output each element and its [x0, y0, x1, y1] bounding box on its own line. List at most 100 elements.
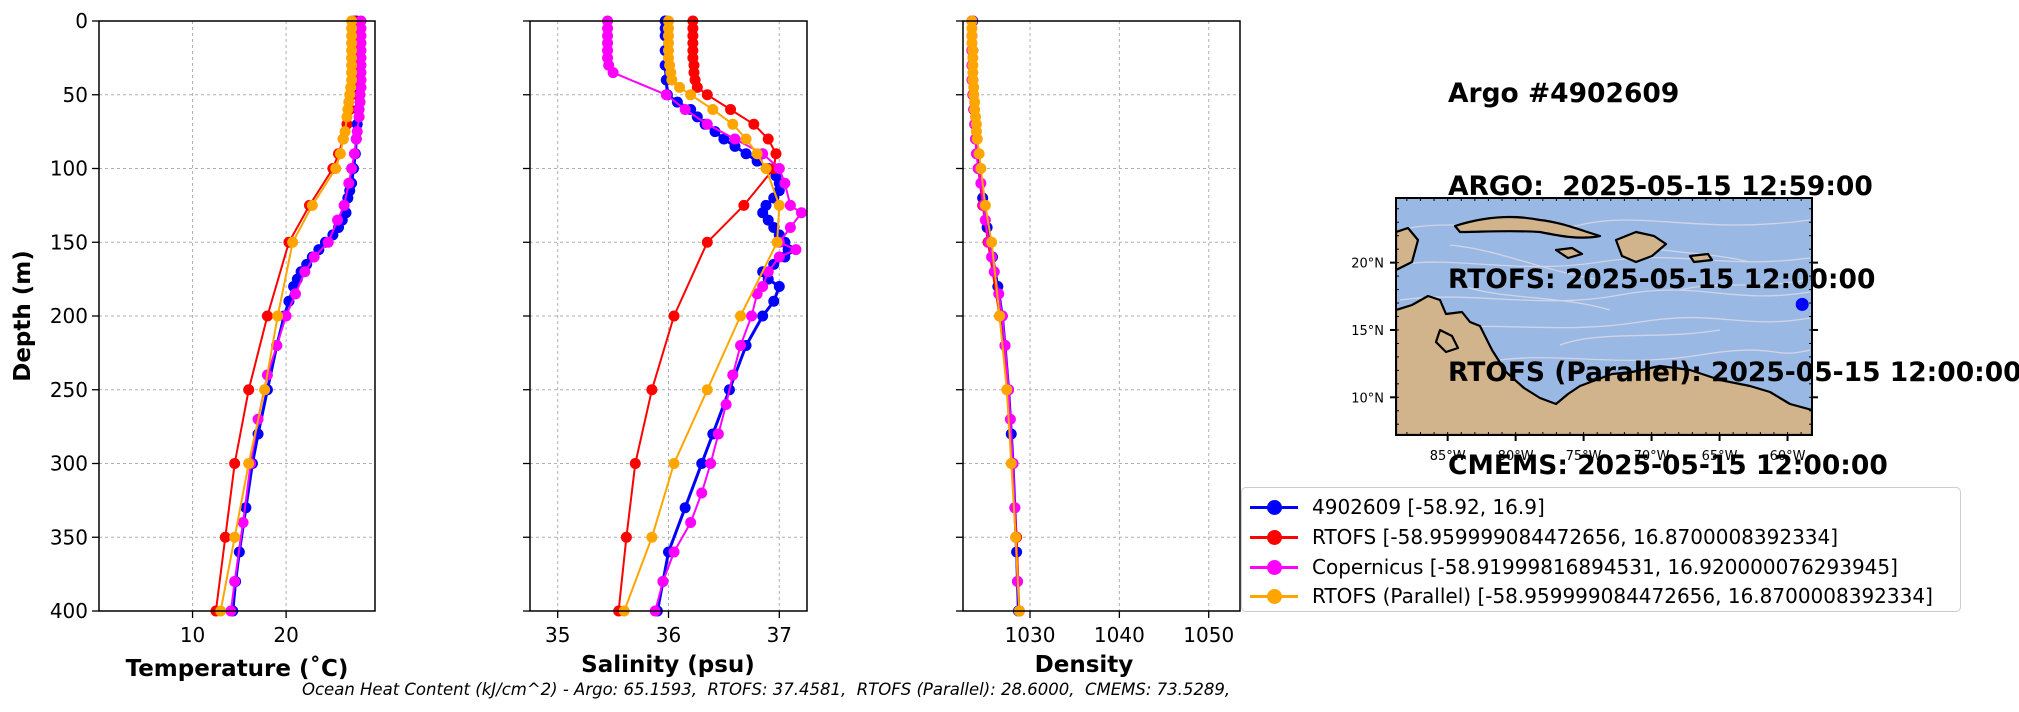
data-point [993, 288, 1005, 300]
data-point [322, 236, 334, 248]
y-tick-label: 50 [63, 83, 88, 107]
data-point [306, 199, 318, 211]
x-tick-label: 1040 [1094, 623, 1145, 647]
data-point [773, 199, 785, 211]
legend-swatch [1246, 522, 1302, 552]
data-point [994, 310, 1006, 322]
data-point [346, 163, 358, 174]
map-lat-label: 20°N [1351, 257, 1384, 272]
data-point [701, 384, 713, 396]
x-tick-label: 20 [273, 623, 298, 647]
data-point [720, 399, 732, 410]
density-panel: 1030 1040 1050 [956, 15, 1241, 647]
data-point [707, 104, 719, 115]
data-point [343, 177, 355, 189]
map-lon-label: 85°W [1430, 449, 1466, 464]
data-point [308, 251, 320, 263]
data-point [795, 207, 807, 219]
map-lat-label: 15°N [1351, 324, 1384, 339]
data-point [727, 369, 739, 381]
ocean-heat-content-text: Ocean Heat Content (kJ/cm^2) - Argo: 65.… [302, 680, 1231, 699]
data-point [718, 133, 730, 145]
data-point [784, 222, 796, 233]
data-point [272, 310, 284, 322]
data-point [701, 89, 713, 101]
title-line: ARGO: 2025-05-15 12:59:00 [1448, 171, 1873, 202]
data-point [353, 111, 365, 123]
data-point [751, 148, 763, 160]
legend-item-argo: 4902609 [-58.92, 16.9] [1246, 492, 1545, 522]
map-lat-label: 10°N [1351, 391, 1384, 406]
series-parallel [215, 15, 358, 617]
data-point [762, 133, 774, 145]
density-axis-label: Density [1035, 652, 1134, 678]
data-point [229, 531, 241, 543]
data-point [337, 133, 349, 145]
map-axis-ticks: 85°W 80°W 75°W 70°W 65°W 60°W 20°N 15°N 10°N [1351, 198, 1818, 464]
data-point [746, 310, 758, 322]
data-point [979, 199, 991, 211]
data-point [790, 244, 802, 256]
data-point [986, 251, 998, 263]
data-point [330, 163, 342, 174]
map-lon-label: 60°W [1770, 449, 1806, 464]
data-point [729, 133, 741, 145]
series-copernicus [225, 15, 367, 617]
data-point [237, 517, 249, 528]
data-point [773, 163, 785, 174]
data-point [660, 89, 672, 101]
data-point [738, 199, 750, 211]
data-point [696, 487, 708, 499]
data-point [696, 458, 708, 469]
y-tick-label: 250 [50, 378, 88, 402]
map-lon-label: 80°W [1498, 449, 1534, 464]
series-copernicus [602, 15, 807, 617]
map-lon-label: 75°W [1566, 449, 1602, 464]
legend-swatch [1246, 552, 1302, 582]
legend-item-rtofs-parallel: RTOFS (Parallel) [-58.959999084472656, 1… [1246, 581, 1933, 611]
data-point [668, 546, 680, 558]
title-line: CMEMS: 2025-05-15 12:00:00 [1448, 450, 1888, 481]
title-line: RTOFS (Parallel): 2025-05-15 12:00:00 [1448, 357, 2019, 388]
data-point [259, 384, 271, 396]
x-tick-label: 1030 [1005, 623, 1056, 647]
map-lon-label: 70°W [1634, 449, 1670, 464]
y-tick-label: 0 [75, 9, 88, 33]
data-point [773, 251, 785, 263]
title-line: RTOFS: 2025-05-15 12:00:00 [1448, 264, 1876, 295]
data-point [332, 214, 344, 226]
data-point [629, 458, 641, 469]
x-tick-label: 37 [767, 623, 792, 647]
series-parallel [966, 15, 1025, 617]
data-point [668, 310, 680, 322]
data-point [770, 148, 782, 160]
map-land [1396, 216, 1812, 435]
legend: 4902609 [-58.92, 16.9] RTOFS [-58.959999… [1241, 487, 1961, 612]
y-tick-label: 100 [50, 157, 88, 181]
map-lon-label: 65°W [1702, 449, 1738, 464]
float-position-marker [1795, 297, 1809, 311]
data-point [271, 340, 283, 351]
legend-label: 4902609 [-58.92, 16.9] [1312, 495, 1545, 519]
data-point [243, 458, 255, 469]
data-point [261, 310, 273, 322]
y-tick-label: 150 [50, 230, 88, 254]
data-point [674, 81, 686, 93]
x-tick-label: 36 [656, 623, 681, 647]
location-map: 85°W 80°W 75°W 70°W 65°W 60°W 20°N 15°N 10°N [1351, 197, 1818, 464]
legend-item-rtofs: RTOFS [-58.959999084472656, 16.870000839… [1246, 522, 1838, 552]
y-tick-label: 300 [50, 452, 88, 476]
data-point [341, 111, 353, 123]
data-point [668, 458, 680, 469]
x-tick-label: 10 [180, 623, 205, 647]
series-argo [227, 15, 364, 617]
data-point [779, 177, 791, 189]
y-axis-label: Depth (m) [10, 250, 36, 382]
data-point [243, 384, 255, 396]
data-point [762, 266, 774, 278]
data-point [727, 118, 739, 130]
data-point [1010, 531, 1022, 543]
data-point [735, 310, 747, 322]
data-point [986, 236, 998, 248]
x-tick-label: 35 [545, 623, 570, 647]
